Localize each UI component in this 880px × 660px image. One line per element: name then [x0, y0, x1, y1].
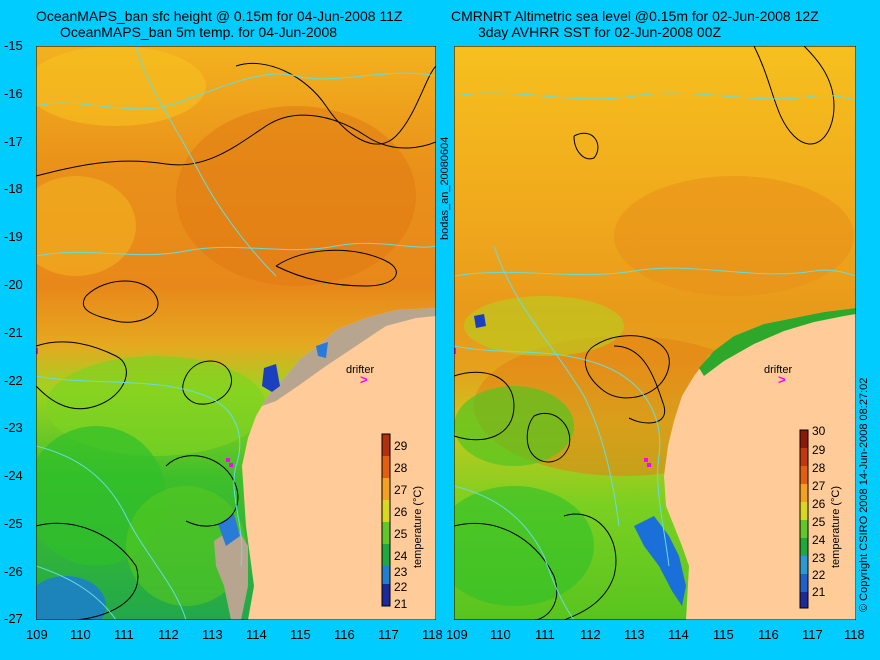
colorbar-label: 27	[394, 483, 408, 497]
colorbar-label: 29	[812, 443, 826, 457]
lon-tick: 110	[490, 627, 511, 642]
colorbar-label: 26	[812, 497, 826, 511]
colorbar-label: 30	[812, 424, 826, 438]
lon-tick: 113	[202, 627, 223, 642]
left-title-line1: OceanMAPS_ban sfc height @ 0.15m for 04-…	[36, 8, 403, 24]
colorbar-label: 28	[394, 461, 408, 475]
colorbar-label: 26	[394, 505, 408, 519]
lon-tick: 114	[246, 627, 267, 642]
copyright-label: © Copyright CSIRO 2008 14-Jun-2008 08:27…	[858, 377, 870, 612]
right-drifter-track	[454, 348, 651, 467]
lat-tick: -19	[4, 229, 23, 244]
right-drifter-marker: >	[778, 372, 786, 387]
lat-tick: -25	[4, 516, 23, 531]
lat-tick: -20	[4, 277, 23, 292]
colorbar-label: 21	[394, 597, 408, 611]
colorbar-label: 27	[812, 479, 826, 493]
right-title-line1: CMRNRT Altimetric sea level @0.15m for 0…	[451, 8, 819, 24]
lat-tick: -23	[4, 420, 23, 435]
lat-tick: -17	[4, 134, 23, 149]
lon-tick: 117	[378, 627, 399, 642]
lon-tick: 112	[158, 627, 179, 642]
lon-tick: 110	[70, 627, 91, 642]
left-colorbar-title: temperature (°C)	[412, 485, 424, 568]
right-title-line2: 3day AVHRR SST for 02-Jun-2008 00Z	[478, 24, 722, 40]
lon-tick: 114	[668, 627, 689, 642]
lon-tick: 116	[334, 627, 355, 642]
lat-tick: -27	[4, 611, 23, 626]
lon-tick: 115	[290, 627, 311, 642]
lon-tick: 111	[114, 627, 134, 642]
left-map	[36, 46, 436, 620]
lat-tick: -24	[4, 468, 23, 483]
lat-tick: -26	[4, 564, 23, 579]
lon-tick: 109	[26, 627, 48, 642]
lon-tick: 113	[624, 627, 645, 642]
lon-tick: 109	[446, 627, 468, 642]
lon-tick: 118	[422, 627, 443, 642]
colorbar-label: 24	[394, 549, 408, 563]
lat-tick: -21	[4, 325, 23, 340]
lat-tick: -16	[4, 86, 23, 101]
right-colorbar-title: temperature (°C)	[830, 485, 842, 568]
colorbar-label: 24	[812, 533, 826, 547]
lon-tick: 111	[535, 627, 555, 642]
colorbar-label: 21	[812, 585, 826, 599]
lat-tick: -18	[4, 181, 23, 196]
colorbar-label: 25	[394, 527, 408, 541]
lat-tick: -22	[4, 373, 23, 388]
lon-tick: 112	[580, 627, 601, 642]
left-drifter-marker: >	[360, 372, 368, 387]
colorbar-label: 28	[812, 461, 826, 475]
lon-tick: 117	[802, 627, 823, 642]
colorbar-label: 25	[812, 515, 826, 529]
colorbar-label: 23	[812, 551, 826, 565]
lon-tick: 115	[713, 627, 734, 642]
run-id-label: bodas_an_20080604	[439, 136, 451, 240]
lon-tick: 116	[758, 627, 779, 642]
right-drifter-label: drifter	[764, 364, 793, 376]
colorbar-label: 23	[394, 565, 408, 579]
left-drifter-label: drifter	[346, 364, 375, 376]
left-drifter-track	[36, 348, 233, 467]
right-colorbar	[799, 429, 809, 609]
left-title-line2: OceanMAPS_ban 5m temp. for 04-Jun-2008	[60, 24, 338, 40]
colorbar-label: 22	[812, 568, 826, 582]
colorbar-label: 22	[394, 580, 408, 594]
right-map	[454, 46, 856, 620]
left-colorbar	[381, 433, 391, 607]
lon-tick: 118	[844, 627, 865, 642]
lat-tick: -15	[4, 38, 23, 53]
colorbar-label: 29	[394, 439, 408, 453]
